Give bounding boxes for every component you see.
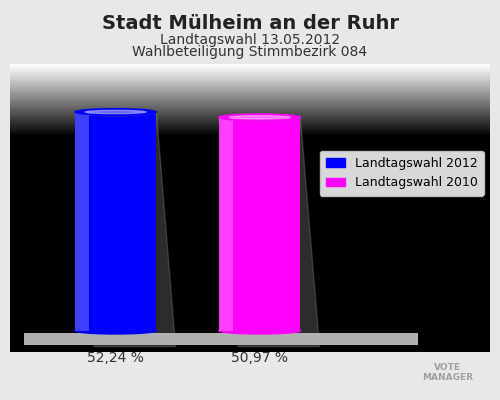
Text: VOTE
MANAGER: VOTE MANAGER bbox=[422, 362, 473, 382]
Ellipse shape bbox=[219, 114, 300, 121]
Text: Wahlbeteiligung Stimmbezirk 084: Wahlbeteiligung Stimmbezirk 084 bbox=[132, 45, 368, 59]
Ellipse shape bbox=[219, 113, 300, 121]
Ellipse shape bbox=[75, 327, 156, 334]
Ellipse shape bbox=[229, 116, 290, 119]
Ellipse shape bbox=[85, 110, 146, 114]
Text: 52,24 %: 52,24 % bbox=[87, 351, 144, 365]
Text: Stadt Mülheim an der Ruhr: Stadt Mülheim an der Ruhr bbox=[102, 14, 399, 33]
Text: Landtagswahl 13.05.2012: Landtagswahl 13.05.2012 bbox=[160, 33, 340, 47]
Bar bbox=[24, 333, 418, 345]
Bar bbox=[219, 117, 300, 331]
Bar bbox=[75, 112, 90, 331]
Ellipse shape bbox=[75, 109, 156, 115]
Ellipse shape bbox=[219, 327, 300, 334]
Polygon shape bbox=[75, 112, 176, 347]
Ellipse shape bbox=[75, 108, 156, 116]
Text: 50,97 %: 50,97 % bbox=[231, 351, 288, 365]
Legend: Landtagswahl 2012, Landtagswahl 2010: Landtagswahl 2012, Landtagswahl 2010 bbox=[320, 151, 484, 196]
Bar bbox=[75, 112, 156, 331]
Bar bbox=[219, 117, 234, 331]
Polygon shape bbox=[219, 117, 320, 347]
